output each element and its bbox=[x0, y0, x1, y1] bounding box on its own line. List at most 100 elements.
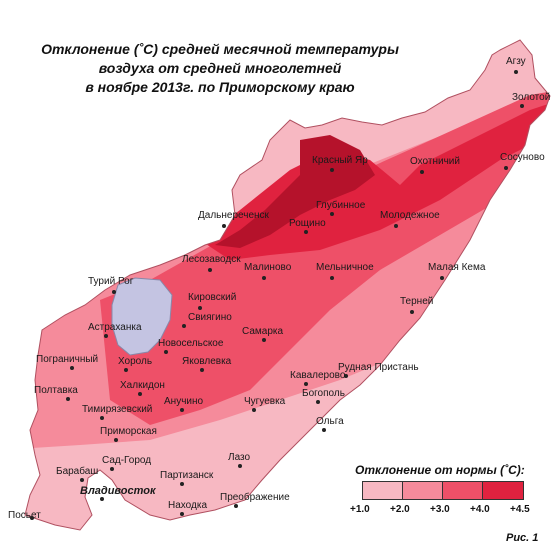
station-label: Золотой bbox=[512, 92, 551, 103]
legend-tick: +3.0 bbox=[430, 504, 450, 515]
station-marker bbox=[262, 276, 266, 280]
station-marker bbox=[208, 268, 212, 272]
station-marker bbox=[70, 366, 74, 370]
station-label: Малиново bbox=[244, 262, 292, 273]
station-marker bbox=[504, 166, 508, 170]
station-marker bbox=[110, 467, 114, 471]
station-label: Сад-Город bbox=[102, 455, 152, 466]
station-marker bbox=[238, 464, 242, 468]
station-marker bbox=[514, 70, 518, 74]
station-label: Лазо bbox=[228, 452, 251, 463]
title-line-2: воздуха от средней многолетней bbox=[98, 60, 342, 76]
station-marker bbox=[164, 350, 168, 354]
station-marker bbox=[180, 512, 184, 516]
station-label: Лесозаводск bbox=[182, 254, 241, 265]
station-marker bbox=[344, 374, 348, 378]
station-label: Преображение bbox=[220, 492, 290, 503]
station-label: Яковлевка bbox=[182, 356, 232, 367]
station-marker bbox=[440, 276, 444, 280]
station-marker bbox=[100, 497, 104, 501]
station-label: Терней bbox=[400, 296, 434, 307]
legend-tick: +4.0 bbox=[470, 504, 490, 515]
station-marker bbox=[180, 482, 184, 486]
station-label: Халкидон bbox=[120, 380, 165, 391]
station-marker bbox=[222, 224, 226, 228]
station-marker bbox=[138, 392, 142, 396]
station-marker bbox=[394, 224, 398, 228]
station-marker bbox=[304, 382, 308, 386]
station-label: Турий Рог bbox=[88, 276, 134, 287]
station-label: Анучино bbox=[164, 396, 204, 407]
station-marker bbox=[520, 104, 524, 108]
legend-tick: +2.0 bbox=[390, 504, 410, 515]
station-marker bbox=[182, 324, 186, 328]
station-marker bbox=[104, 334, 108, 338]
station-label: Находка bbox=[168, 500, 208, 511]
station-marker bbox=[252, 408, 256, 412]
station-marker bbox=[322, 428, 326, 432]
legend-box bbox=[443, 482, 483, 499]
station-label: Охотничий bbox=[410, 156, 460, 167]
station-marker bbox=[420, 170, 424, 174]
legend-tick: +1.0 bbox=[350, 504, 370, 515]
station-label: Дальнереченск bbox=[198, 210, 269, 221]
station-marker bbox=[330, 212, 334, 216]
legend-tick: +4.5 bbox=[510, 504, 530, 515]
station-label: Хороль bbox=[118, 356, 153, 367]
station-marker bbox=[330, 168, 334, 172]
station-marker bbox=[200, 368, 204, 372]
legend-bar bbox=[362, 481, 524, 500]
legend-box bbox=[363, 482, 403, 499]
station-marker bbox=[316, 400, 320, 404]
station-marker bbox=[234, 504, 238, 508]
station-label: Мельничное bbox=[316, 262, 374, 273]
station-marker bbox=[410, 310, 414, 314]
figure-label: Рис. 1 bbox=[506, 532, 539, 544]
station-label: Барабаш bbox=[56, 466, 99, 477]
title-line-3: в ноябре 2013г. по Приморскому краю bbox=[85, 79, 355, 95]
station-label: Кавалерово bbox=[290, 370, 346, 381]
station-marker bbox=[180, 408, 184, 412]
station-marker bbox=[80, 478, 84, 482]
station-label: Новосельское bbox=[158, 338, 224, 349]
station-marker bbox=[262, 338, 266, 342]
station-label: Владивосток bbox=[80, 485, 156, 497]
station-marker bbox=[198, 306, 202, 310]
station-label: Тимирязевский bbox=[82, 404, 153, 415]
zone-above-4.5 bbox=[215, 135, 375, 248]
station-marker bbox=[124, 368, 128, 372]
station-label: Самарка bbox=[242, 326, 284, 337]
title-line-1: Отклонение (˚C) средней месячной темпера… bbox=[41, 41, 399, 57]
station-label: Сосуново bbox=[500, 152, 545, 163]
station-label: Чугуевка bbox=[244, 396, 286, 407]
station-marker bbox=[30, 516, 34, 520]
station-marker bbox=[100, 416, 104, 420]
station-marker bbox=[330, 276, 334, 280]
station-label: Молодежное bbox=[380, 210, 440, 221]
station-label: Кировский bbox=[188, 292, 237, 303]
station-label: Приморская bbox=[100, 426, 157, 437]
station-marker bbox=[66, 397, 70, 401]
station-label: Рудная Пристань bbox=[338, 362, 419, 373]
station-label: Агзу bbox=[506, 56, 526, 67]
station-label: Малая Кема bbox=[428, 262, 486, 273]
station-label: Пограничный bbox=[36, 354, 99, 365]
legend-box bbox=[483, 482, 523, 499]
station-label: Полтавка bbox=[34, 385, 78, 396]
station-marker bbox=[114, 438, 118, 442]
station-marker bbox=[112, 290, 116, 294]
station-label: Рощино bbox=[289, 218, 326, 229]
legend-box bbox=[403, 482, 443, 499]
station-label: Ольга bbox=[316, 416, 344, 427]
legend-title: Отклонение от нормы (˚C): bbox=[355, 463, 525, 477]
station-marker bbox=[304, 230, 308, 234]
station-label: Красный Яр bbox=[312, 155, 368, 166]
lake-khanka bbox=[111, 277, 173, 356]
station-label: Посьет bbox=[8, 510, 41, 521]
station-label: Свиягино bbox=[188, 312, 232, 323]
station-label: Богополь bbox=[302, 388, 345, 399]
map-title: Отклонение (˚C) средней месячной темпера… bbox=[20, 40, 420, 97]
station-label: Партизанск bbox=[160, 470, 214, 481]
